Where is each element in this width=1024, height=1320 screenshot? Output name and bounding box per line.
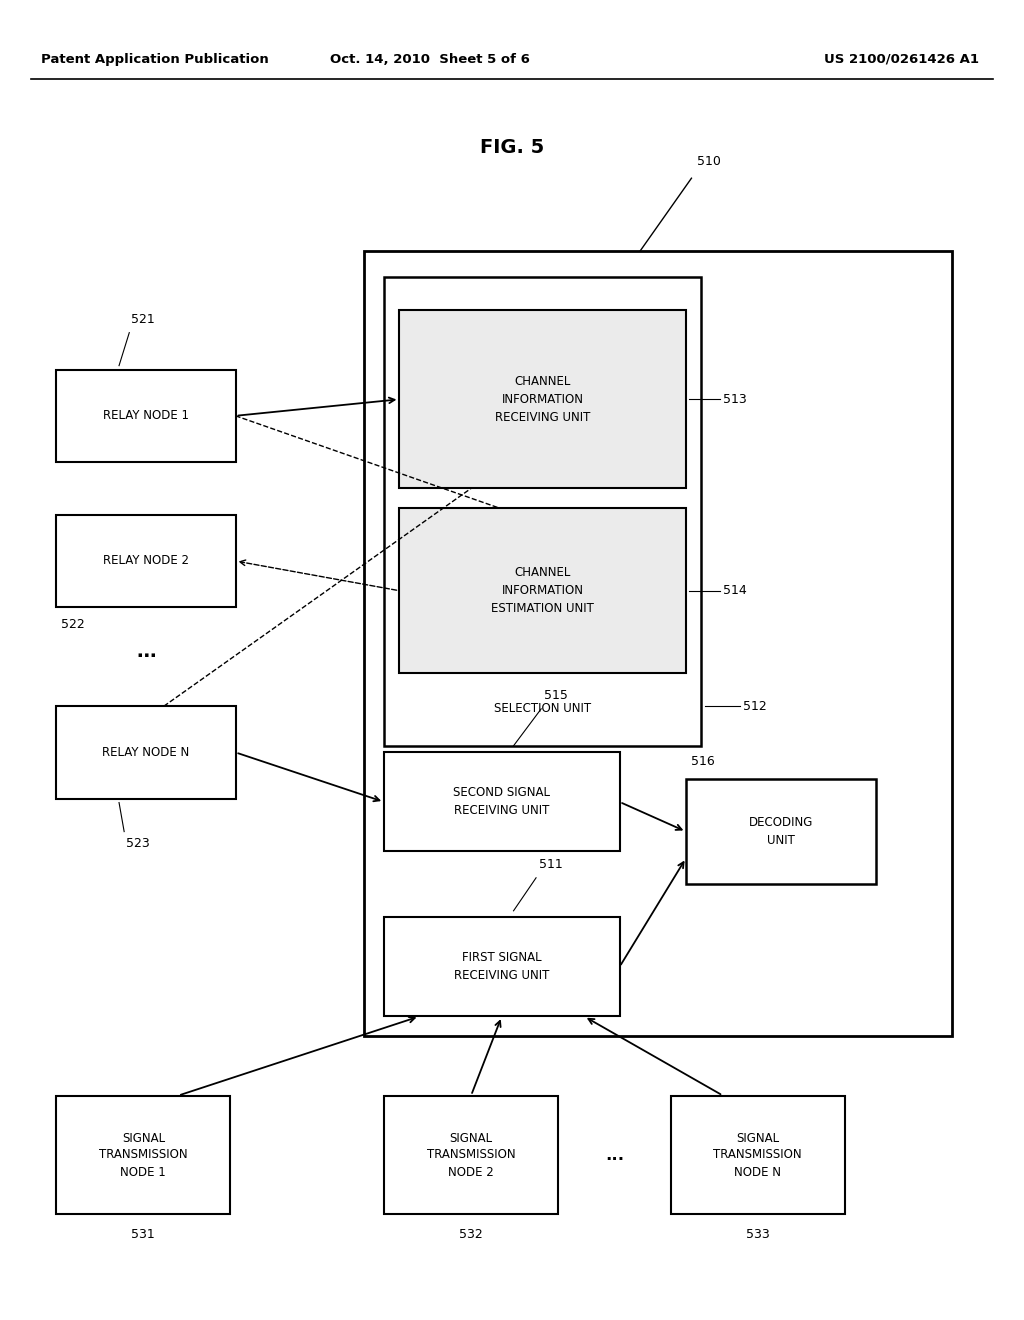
FancyBboxPatch shape bbox=[671, 1096, 845, 1214]
FancyBboxPatch shape bbox=[384, 917, 620, 1016]
Text: 513: 513 bbox=[723, 393, 746, 405]
FancyBboxPatch shape bbox=[56, 706, 236, 799]
Text: 532: 532 bbox=[459, 1228, 483, 1241]
Text: ...: ... bbox=[605, 1146, 624, 1164]
Text: 523: 523 bbox=[126, 837, 150, 850]
FancyBboxPatch shape bbox=[399, 310, 686, 488]
Text: RELAY NODE 1: RELAY NODE 1 bbox=[103, 409, 188, 422]
Text: 521: 521 bbox=[131, 313, 155, 326]
Text: 511: 511 bbox=[540, 858, 563, 871]
Text: Oct. 14, 2010  Sheet 5 of 6: Oct. 14, 2010 Sheet 5 of 6 bbox=[330, 53, 530, 66]
Text: 515: 515 bbox=[545, 689, 568, 702]
Text: SELECTION UNIT: SELECTION UNIT bbox=[495, 702, 591, 715]
Text: CHANNEL
INFORMATION
RECEIVING UNIT: CHANNEL INFORMATION RECEIVING UNIT bbox=[495, 375, 591, 424]
Text: 516: 516 bbox=[691, 755, 715, 768]
FancyBboxPatch shape bbox=[686, 779, 876, 884]
Text: FIG. 5: FIG. 5 bbox=[480, 139, 544, 157]
Text: 533: 533 bbox=[745, 1228, 770, 1241]
FancyBboxPatch shape bbox=[56, 1096, 230, 1214]
Text: 512: 512 bbox=[743, 700, 767, 713]
Text: 531: 531 bbox=[131, 1228, 156, 1241]
FancyBboxPatch shape bbox=[364, 251, 952, 1036]
Text: SECOND SIGNAL
RECEIVING UNIT: SECOND SIGNAL RECEIVING UNIT bbox=[454, 787, 550, 817]
Text: CHANNEL
INFORMATION
ESTIMATION UNIT: CHANNEL INFORMATION ESTIMATION UNIT bbox=[492, 566, 594, 615]
Text: ⋯: ⋯ bbox=[136, 647, 156, 667]
FancyBboxPatch shape bbox=[384, 752, 620, 851]
Text: 522: 522 bbox=[61, 618, 85, 631]
Text: RELAY NODE N: RELAY NODE N bbox=[102, 746, 189, 759]
Text: 514: 514 bbox=[723, 585, 746, 597]
Text: SIGNAL
TRANSMISSION
NODE N: SIGNAL TRANSMISSION NODE N bbox=[714, 1131, 802, 1179]
FancyBboxPatch shape bbox=[384, 277, 701, 746]
FancyBboxPatch shape bbox=[56, 515, 236, 607]
Text: DECODING
UNIT: DECODING UNIT bbox=[749, 816, 813, 847]
Text: Patent Application Publication: Patent Application Publication bbox=[41, 53, 268, 66]
Text: SIGNAL
TRANSMISSION
NODE 2: SIGNAL TRANSMISSION NODE 2 bbox=[427, 1131, 515, 1179]
Text: 510: 510 bbox=[696, 154, 721, 168]
Text: RELAY NODE 2: RELAY NODE 2 bbox=[103, 554, 188, 568]
FancyBboxPatch shape bbox=[384, 1096, 558, 1214]
FancyBboxPatch shape bbox=[56, 370, 236, 462]
Text: FIRST SIGNAL
RECEIVING UNIT: FIRST SIGNAL RECEIVING UNIT bbox=[454, 952, 550, 982]
FancyBboxPatch shape bbox=[399, 508, 686, 673]
Text: US 2100/0261426 A1: US 2100/0261426 A1 bbox=[823, 53, 979, 66]
Text: SIGNAL
TRANSMISSION
NODE 1: SIGNAL TRANSMISSION NODE 1 bbox=[99, 1131, 187, 1179]
